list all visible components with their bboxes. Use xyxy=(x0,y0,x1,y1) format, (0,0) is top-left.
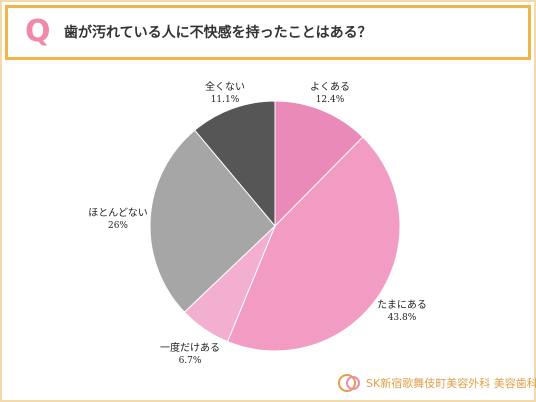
chart-title: 歯が汚れている人に不快感を持ったことはある？ xyxy=(64,25,372,41)
slice-label-2: 一度だけある xyxy=(160,341,220,354)
question-header: Q 歯が汚れている人に不快感を持ったことはある？ xyxy=(5,5,531,60)
slice-value-2: 6.7% xyxy=(179,356,202,366)
pie-slice-1 xyxy=(226,136,401,352)
q-badge: Q xyxy=(25,14,51,49)
pie-slice-4 xyxy=(194,100,276,228)
slice-label-1: たまにある xyxy=(377,299,427,311)
logo-text: SK新宿歌舞伎町美容外科 美容歯科 xyxy=(366,377,536,390)
logo-mark-icon xyxy=(338,372,362,394)
slice-value-3: 26% xyxy=(108,221,128,231)
slice-label-4: 全くない xyxy=(205,80,245,93)
slice-value-4: 11.1% xyxy=(211,95,240,105)
pie-slice-0 xyxy=(274,100,364,228)
slice-value-0: 12.4% xyxy=(316,95,345,105)
slice-label-3: ほとんどない xyxy=(88,207,148,219)
slice-label-0: よくある xyxy=(310,81,350,93)
clinic-logo: SK新宿歌舞伎町美容外科 美容歯科 xyxy=(338,372,536,394)
pie-slice-3 xyxy=(149,129,276,313)
slice-value-1: 43.8% xyxy=(388,313,417,323)
